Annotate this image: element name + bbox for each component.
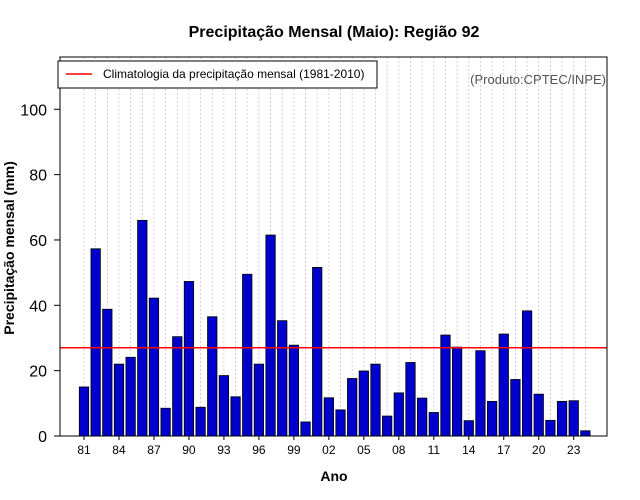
bar-07 [382, 415, 393, 437]
x-tick-label: 17 [497, 443, 511, 457]
y-tick-label: 20 [29, 364, 47, 381]
bar-04 [347, 378, 358, 437]
credit-text: (Produto:CPTEC/INPE) [470, 72, 606, 87]
x-tick-label: 20 [532, 443, 546, 457]
bar-97 [265, 234, 276, 437]
x-tick-label: 11 [428, 443, 441, 457]
bar-14 [463, 420, 474, 437]
y-tick-label: 0 [38, 429, 47, 446]
legend-frame [57, 60, 378, 89]
bar-02 [323, 397, 334, 437]
bar-83 [102, 308, 113, 437]
x-tick-label: 23 [567, 443, 581, 457]
x-axis-title: Ano [320, 468, 347, 484]
bar-03 [335, 409, 346, 437]
bar-06 [370, 363, 381, 437]
bar-98 [277, 320, 288, 437]
bar-21 [545, 419, 556, 437]
bar-12 [440, 334, 451, 437]
bar-17 [498, 333, 509, 437]
bar-09 [405, 362, 416, 437]
bar-19 [521, 310, 533, 437]
bar-94 [230, 396, 241, 437]
y-axis-title: Precipitação mensal (mm) [1, 161, 17, 335]
legend-label: Climatologia da precipitação mensal (198… [103, 67, 364, 81]
bar-11 [428, 412, 439, 437]
bar-91 [195, 406, 206, 437]
x-tick-label: 99 [287, 443, 301, 457]
bar-84 [113, 363, 125, 437]
x-tick-label: 87 [147, 443, 161, 457]
x-tick-label: 90 [182, 443, 196, 457]
bar-22 [556, 400, 568, 437]
bar-82 [90, 248, 101, 437]
bar-24 [580, 430, 591, 437]
x-tick-label: 96 [252, 443, 266, 457]
y-axis: 0 20 40 60 80 100 [20, 102, 60, 446]
x-tick-label: 84 [112, 443, 126, 457]
y-tick-label: 100 [20, 102, 47, 119]
bar-87 [148, 297, 160, 437]
bar-89 [172, 336, 183, 437]
gridlines [83, 57, 586, 436]
bar-96 [253, 363, 264, 437]
bar-18 [510, 379, 521, 437]
bars [78, 219, 591, 437]
chart-title: Precipitação Mensal (Maio): Região 92 [189, 24, 480, 41]
bar-15 [475, 350, 486, 437]
x-tick-label: 02 [322, 443, 336, 457]
bar-05 [358, 370, 369, 437]
x-tick-label: 81 [77, 443, 91, 457]
bar-23 [568, 400, 579, 437]
bar-93 [218, 375, 230, 437]
bar-16 [486, 400, 498, 437]
bar-92 [207, 316, 218, 437]
bar-00 [300, 421, 311, 437]
bar-20 [533, 393, 544, 437]
bar-88 [160, 407, 171, 437]
bar-10 [417, 397, 428, 437]
legend-box: Climatologia da precipitação mensal (198… [57, 60, 378, 89]
bar-01 [312, 267, 323, 437]
x-tick-label: 05 [357, 443, 371, 457]
bar-85 [125, 356, 136, 437]
bar-95 [242, 273, 253, 437]
x-tick-label: 14 [462, 443, 476, 457]
x-axis: 81 84 87 90 93 96 99 02 05 08 11 14 17 20 23 [77, 436, 581, 457]
bar-81 [78, 386, 90, 437]
bar-99 [288, 344, 299, 437]
bar-13 [452, 346, 463, 437]
y-tick-label: 40 [29, 298, 47, 315]
bar-08 [393, 392, 404, 437]
x-tick-label: 08 [392, 443, 406, 457]
x-tick-label: 93 [217, 443, 231, 457]
bar-90 [183, 281, 195, 437]
plot-frame [59, 56, 608, 437]
bar-86 [137, 219, 148, 437]
y-tick-label: 80 [29, 168, 47, 185]
y-tick-label: 60 [29, 233, 47, 250]
